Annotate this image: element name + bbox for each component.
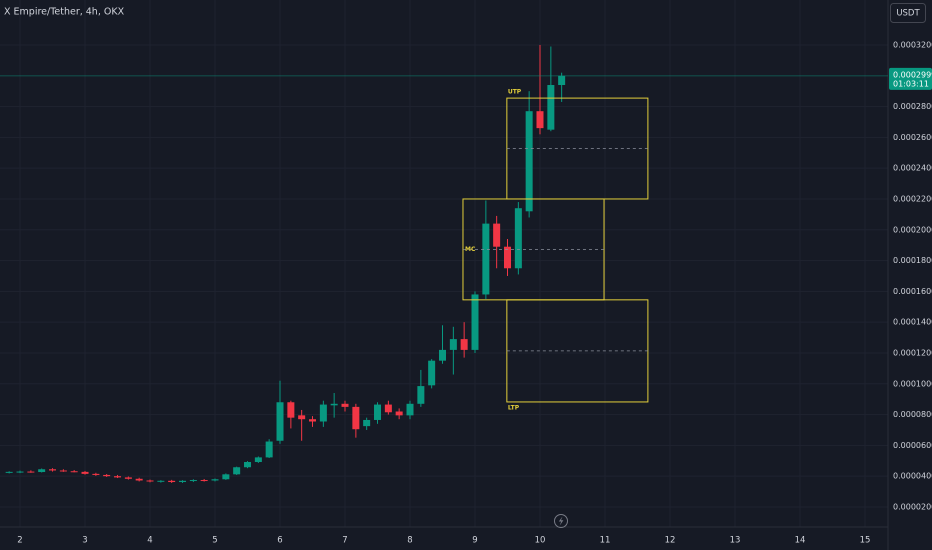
candle-body: [146, 480, 154, 482]
y-tick-label: 0.00028000: [893, 102, 932, 111]
candle-body: [384, 404, 392, 413]
candle-body: [222, 474, 230, 480]
grid: [0, 0, 888, 527]
y-tick-label: 0.00032000: [893, 40, 932, 49]
y-tick-label: 0.00018000: [893, 256, 932, 265]
x-tick-label: 15: [860, 536, 871, 546]
candle-body: [5, 471, 13, 473]
x-tick-label: 13: [730, 536, 741, 546]
chart-title: X Empire/Tether, 4h, OKX: [4, 7, 125, 18]
x-tick-label: 14: [795, 536, 806, 546]
plot: [5, 44, 649, 483]
currency-button[interactable]: [890, 3, 926, 23]
countdown-label: 01:03:11: [893, 79, 929, 88]
candle-body: [92, 473, 100, 475]
candle-body: [352, 406, 360, 430]
candle-body: [276, 402, 284, 441]
candle-body: [189, 480, 197, 482]
candle-body: [439, 349, 447, 361]
y-tick-label: 0.00020000: [893, 225, 932, 234]
zone-label: LTP: [508, 404, 520, 411]
currency-label[interactable]: USDT: [896, 9, 920, 19]
candle-body: [504, 246, 512, 269]
x-tick-label: 7: [342, 536, 347, 546]
candle-body: [103, 474, 111, 477]
y-tick-label: 0.00002000: [893, 502, 932, 511]
candle-body: [298, 415, 306, 420]
y-tick-label: 0.00006000: [893, 441, 932, 450]
candle-body: [124, 477, 132, 479]
y-tick-label: 0.00024000: [893, 164, 932, 173]
candle-body: [493, 223, 501, 247]
candle-body: [449, 339, 457, 350]
candle-body: [460, 339, 468, 350]
y-tick-label: 0.00008000: [893, 410, 932, 419]
candle-body: [374, 404, 382, 420]
x-tick-label: 5: [212, 536, 217, 546]
x-tick-label: 6: [277, 536, 282, 546]
x-tick-label: 12: [665, 536, 676, 546]
candle-body: [417, 386, 425, 404]
y-tick-label: 0.00014000: [893, 318, 932, 327]
y-tick-label: 0.00004000: [893, 472, 932, 481]
candle-body: [16, 471, 24, 473]
candle-body: [395, 411, 403, 416]
candle-body: [558, 75, 566, 86]
candle-body: [536, 111, 544, 129]
candle-body: [211, 479, 219, 481]
candle-body: [330, 403, 338, 406]
y-tick-label: 0.00026000: [893, 133, 932, 142]
x-tick-label: 8: [407, 536, 412, 546]
candle-body: [482, 223, 490, 295]
candle-body: [406, 403, 414, 416]
candle-body: [265, 441, 273, 458]
candle-body: [428, 360, 436, 386]
candle-body: [363, 419, 371, 427]
last-price-tag: [889, 67, 932, 90]
candle-body: [341, 403, 349, 407]
last-price-label: 0.00029995: [893, 70, 932, 79]
candle-body: [309, 419, 317, 422]
y-tick-label: 0.00022000: [893, 194, 932, 203]
x-tick-label: 4: [147, 536, 152, 546]
x-tick-label: 10: [535, 536, 546, 546]
x-tick-label: 9: [472, 536, 477, 546]
candle-body: [287, 402, 295, 418]
candle-body: [27, 471, 35, 473]
x-tick-label: 2: [17, 536, 22, 546]
x-tick-label: 11: [600, 536, 611, 546]
zone-label: MC: [465, 246, 476, 253]
candle-body: [157, 480, 165, 482]
candle-body: [547, 85, 555, 130]
candle-body: [244, 462, 252, 468]
candle-body: [200, 480, 208, 482]
candle-body: [319, 404, 327, 422]
candle-body: [525, 111, 533, 212]
candle-body: [70, 471, 78, 473]
candle-body: [49, 469, 57, 471]
candle-body: [135, 478, 143, 481]
y-tick-label: 0.00016000: [893, 287, 932, 296]
zone-label: UTP: [508, 89, 522, 96]
x-tick-label: 3: [82, 536, 87, 546]
candle-body: [168, 480, 176, 483]
y-tick-label: 0.00012000: [893, 348, 932, 357]
candle-body: [81, 471, 89, 474]
candle-body: [514, 208, 522, 269]
y-tick-label: 0.00010000: [893, 379, 932, 388]
candle-body: [254, 457, 262, 463]
candle-body: [114, 476, 122, 478]
candle-body: [179, 480, 187, 483]
candle-body: [38, 469, 46, 473]
candle-body: [233, 467, 241, 475]
candle-body: [471, 294, 479, 350]
candle-body: [59, 470, 67, 472]
replay-icon[interactable]: [554, 514, 568, 528]
